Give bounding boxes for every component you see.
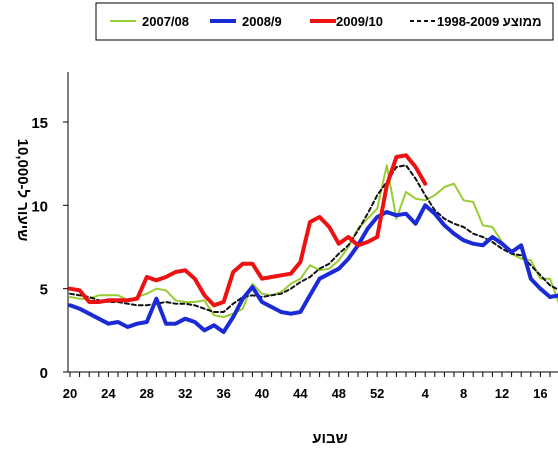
x-tick-label: 52 xyxy=(370,386,384,401)
legend: 2007/08 2008/9 2009/10 ממוצע 1998-2009 xyxy=(95,2,554,41)
x-tick-label: 4 xyxy=(422,386,430,401)
x-tick-label: 48 xyxy=(332,386,346,401)
x-tick-label: 32 xyxy=(178,386,192,401)
legend-label: 2009/10 xyxy=(336,14,383,29)
y-tick-label: 10 xyxy=(31,198,48,215)
y-axis-title: שיעור ל-10,000 xyxy=(14,139,31,242)
x-tick-label: 16 xyxy=(533,386,547,401)
y-tick-label: 15 xyxy=(31,115,48,132)
legend-label: ממוצע 1998-2009 xyxy=(437,14,542,29)
y-tick-label: 0 xyxy=(40,365,48,382)
x-tick-label: 28 xyxy=(140,386,154,401)
legend-label: 2008/9 xyxy=(242,14,282,29)
legend-label: 2007/08 xyxy=(142,14,189,29)
x-tick-label: 12 xyxy=(495,386,509,401)
series-line-1 xyxy=(69,164,558,318)
x-axis-title: שבוע xyxy=(312,430,347,447)
series-line-3 xyxy=(68,153,428,308)
x-tick-label: 44 xyxy=(293,386,308,401)
y-tick-label: 5 xyxy=(40,282,48,299)
x-tick-label: 8 xyxy=(460,386,467,401)
series-line-2 xyxy=(68,203,558,334)
x-tick-label: 40 xyxy=(255,386,269,401)
x-tick-label: 36 xyxy=(216,386,230,401)
x-tick-label: 24 xyxy=(101,386,116,401)
x-tick-label: 20 xyxy=(63,386,77,401)
